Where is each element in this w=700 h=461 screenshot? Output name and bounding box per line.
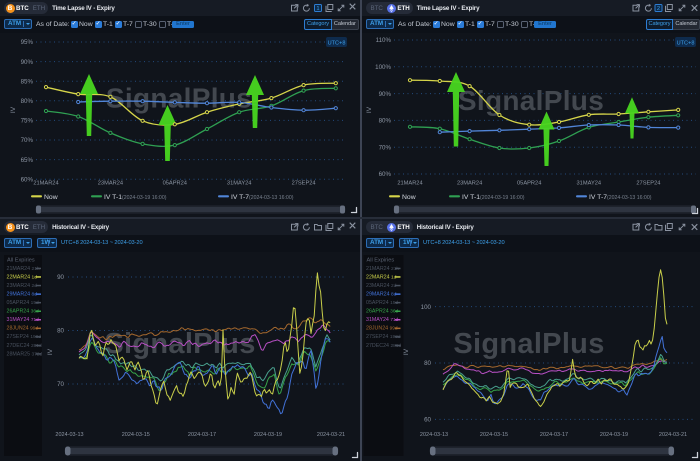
svg-text:2024-03-13: 2024-03-13: [420, 432, 448, 438]
svg-text:28JUN24 99d: 28JUN24 99d: [366, 326, 398, 332]
svg-text:70%: 70%: [379, 144, 392, 151]
svg-text:SignalPlus: SignalPlus: [106, 83, 252, 114]
svg-text:All Expiries: All Expiries: [367, 257, 395, 263]
svg-text:65%: 65%: [21, 157, 34, 164]
svg-text:28JUN24 99d: 28JUN24 99d: [7, 326, 39, 332]
svg-text:2024-03-19: 2024-03-19: [600, 432, 628, 438]
svg-text:Now: Now: [402, 194, 416, 201]
svg-text:IV T-1(2024-03-19 16:00): IV T-1(2024-03-19 16:00): [104, 194, 167, 201]
svg-text:70: 70: [57, 381, 64, 388]
svg-text:75%: 75%: [21, 118, 34, 125]
svg-text:29MAR24 8d: 29MAR24 8d: [7, 292, 38, 298]
svg-text:85%: 85%: [21, 78, 34, 85]
svg-text:21MAR24 21h: 21MAR24 21h: [7, 266, 40, 272]
svg-text:IV T-7(2024-03-13 16:00): IV T-7(2024-03-13 16:00): [589, 194, 652, 201]
svg-text:UTC+8: UTC+8: [677, 41, 695, 47]
svg-text:21MAR24: 21MAR24: [33, 181, 58, 187]
svg-text:2024-03-13: 2024-03-13: [55, 432, 83, 438]
svg-text:90: 90: [57, 274, 64, 281]
svg-text:05APR24: 05APR24: [517, 181, 541, 187]
svg-text:IV T-7(2024-03-13 16:00): IV T-7(2024-03-13 16:00): [231, 194, 294, 201]
svg-text:23MAR24 2d: 23MAR24 2d: [7, 283, 38, 289]
svg-text:100%: 100%: [375, 64, 391, 71]
svg-text:05APR24 15d: 05APR24 15d: [366, 300, 398, 306]
svg-text:2: 2: [657, 6, 660, 12]
svg-text:SignalPlus: SignalPlus: [104, 328, 255, 360]
svg-text:27DEC24 281d: 27DEC24 281d: [366, 343, 401, 349]
svg-text:95%: 95%: [21, 39, 34, 46]
svg-text:IV: IV: [47, 348, 54, 355]
svg-text:21MAR24 21h: 21MAR24 21h: [366, 266, 399, 272]
svg-text:31MAY24: 31MAY24: [577, 181, 602, 187]
svg-text:27SEP24: 27SEP24: [292, 181, 316, 187]
svg-text:23MAR24: 23MAR24: [457, 181, 482, 187]
svg-text:SignalPlus: SignalPlus: [453, 328, 604, 360]
svg-text:22MAR24 1d: 22MAR24 1d: [7, 274, 38, 280]
svg-text:110%: 110%: [376, 37, 392, 44]
svg-text:29MAR24 8d: 29MAR24 8d: [366, 292, 397, 298]
svg-text:31MAY24 71d: 31MAY24 71d: [366, 317, 399, 323]
svg-text:26APR24 36d: 26APR24 36d: [366, 309, 398, 315]
svg-text:All Expiries: All Expiries: [7, 257, 35, 263]
svg-text:IV T-1(2024-03-19 16:00): IV T-1(2024-03-19 16:00): [462, 194, 525, 201]
svg-text:90%: 90%: [379, 91, 392, 98]
svg-text:100: 100: [421, 304, 432, 311]
svg-text:05APR24 15d: 05APR24 15d: [7, 300, 39, 306]
svg-text:60%: 60%: [21, 176, 34, 183]
svg-text:2024-03-21: 2024-03-21: [317, 432, 345, 438]
svg-text:31MAY24: 31MAY24: [227, 181, 252, 187]
svg-text:2024-03-15: 2024-03-15: [122, 432, 150, 438]
svg-text:23MAR24 2d: 23MAR24 2d: [366, 283, 397, 289]
svg-text:60%: 60%: [379, 171, 392, 178]
svg-text:IV: IV: [10, 106, 17, 113]
svg-text:2024-03-21: 2024-03-21: [659, 432, 687, 438]
svg-text:26APR24 36d: 26APR24 36d: [7, 309, 39, 315]
svg-text:SignalPlus: SignalPlus: [458, 85, 604, 116]
svg-text:90%: 90%: [21, 59, 34, 66]
svg-text:2024-03-17: 2024-03-17: [188, 432, 216, 438]
svg-text:27DEC24 281d: 27DEC24 281d: [7, 343, 42, 349]
svg-text:28MAR25 372d: 28MAR25 372d: [7, 351, 43, 357]
svg-text:21MAR24: 21MAR24: [397, 181, 422, 187]
svg-text:31MAY24 71d: 31MAY24 71d: [7, 317, 40, 323]
svg-text:80%: 80%: [379, 118, 392, 125]
svg-text:2024-03-17: 2024-03-17: [540, 432, 568, 438]
svg-text:IV: IV: [366, 106, 373, 113]
svg-text:60: 60: [424, 417, 431, 424]
svg-text:22MAR24 1d: 22MAR24 1d: [366, 274, 397, 280]
svg-text:27SEP24 190d: 27SEP24 190d: [366, 334, 401, 340]
svg-text:2024-03-19: 2024-03-19: [254, 432, 282, 438]
svg-text:27SEP24: 27SEP24: [636, 181, 660, 187]
svg-text:70%: 70%: [21, 137, 34, 144]
svg-text:80%: 80%: [21, 98, 34, 105]
svg-text:23MAR24: 23MAR24: [98, 181, 123, 187]
svg-text:05APR24: 05APR24: [163, 181, 187, 187]
svg-text:Now: Now: [44, 194, 58, 201]
svg-text:80: 80: [424, 360, 431, 367]
svg-text:27SEP24 190d: 27SEP24 190d: [7, 334, 42, 340]
svg-text:80: 80: [57, 328, 64, 335]
svg-text:1: 1: [316, 6, 319, 12]
svg-text:2024-03-15: 2024-03-15: [480, 432, 508, 438]
svg-text:IV: IV: [403, 348, 410, 355]
svg-text:UTC+8: UTC+8: [328, 41, 346, 47]
